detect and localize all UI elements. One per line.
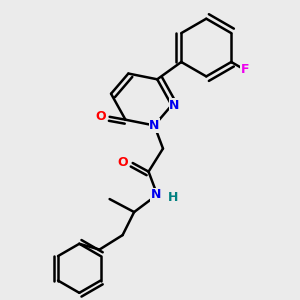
Text: F: F [241, 63, 249, 76]
Text: O: O [117, 157, 128, 169]
Text: H: H [168, 191, 178, 204]
Text: O: O [96, 110, 106, 123]
Text: N: N [151, 188, 161, 201]
Text: N: N [169, 99, 180, 112]
Text: N: N [149, 119, 160, 132]
